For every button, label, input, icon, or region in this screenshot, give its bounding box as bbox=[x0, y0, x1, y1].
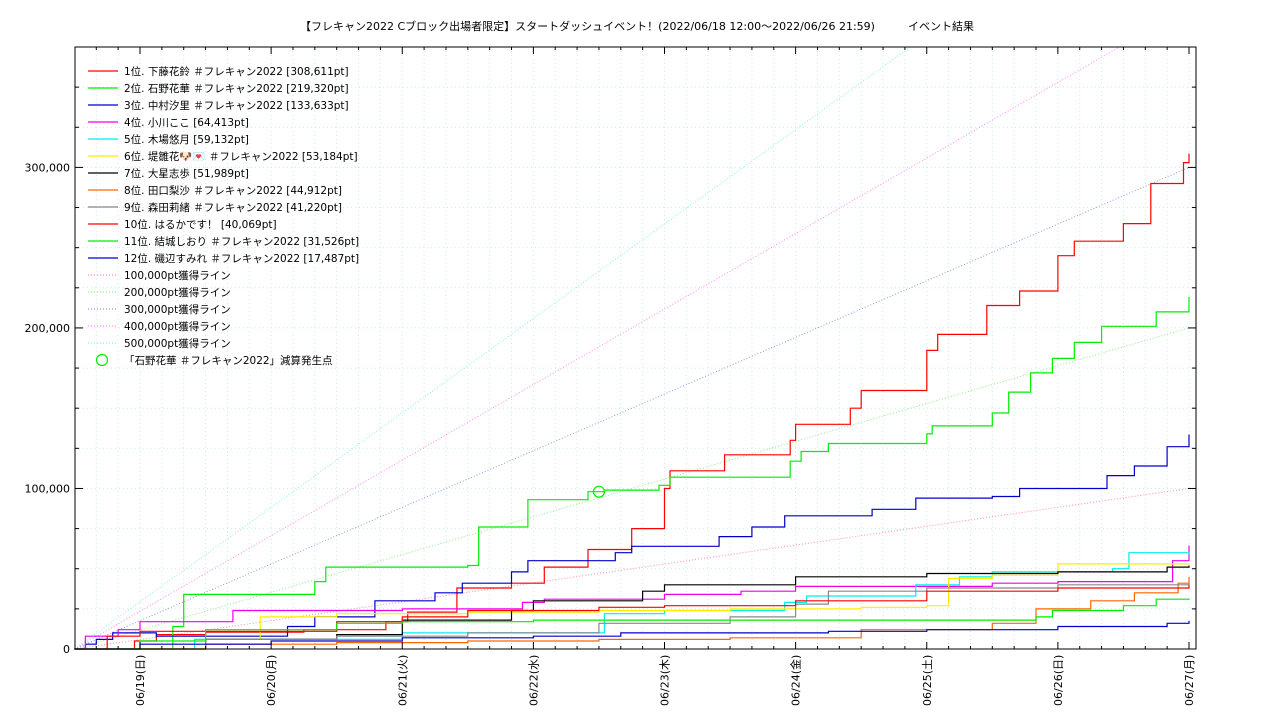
series-line bbox=[90, 153, 1190, 650]
guide-line bbox=[74, 166, 1190, 650]
legend-label: 6位. 堤雛花🐶💌 ＃フレキャン2022 [53,184pt] bbox=[124, 150, 358, 163]
series-lines bbox=[74, 153, 1190, 650]
legend-label: 2位. 石野花華 ＃フレキャン2022 [219,320pt] bbox=[124, 82, 349, 95]
x-axis: 06/19(日) 06/20(月) 06/21(火) 06/22(水) 06/23(木)… bbox=[95, 47, 1196, 706]
legend-marker bbox=[95, 353, 109, 367]
legend-label: 500,000pt獲得ライン bbox=[124, 337, 231, 350]
x-tick-label: 06/25(土) bbox=[921, 655, 934, 706]
y-tick-label: 300,000 bbox=[25, 161, 71, 174]
legend-label: 100,000pt獲得ライン bbox=[124, 269, 231, 282]
guide-lines bbox=[74, 46, 1190, 650]
series-line bbox=[74, 565, 1190, 650]
marker-point bbox=[592, 485, 606, 498]
x-tick-label: 06/24(金) bbox=[789, 655, 803, 706]
series-line bbox=[74, 582, 1190, 650]
plot-frame bbox=[74, 46, 1197, 650]
series-line bbox=[74, 598, 1190, 650]
legend-label: 4位. 小川ここ [64,413pt] bbox=[124, 116, 249, 129]
legend-label: 1位. 下藤花鈴 ＃フレキャン2022 [308,611pt] bbox=[124, 65, 349, 78]
series-line bbox=[74, 584, 1190, 650]
series-line bbox=[74, 563, 1190, 650]
legend-label: 10位. はるかです！ [40,069pt] bbox=[124, 218, 277, 231]
x-tick-label: 06/26(日) bbox=[1052, 655, 1065, 706]
legend-label: 5位. 木場悠月 [59,132pt] bbox=[124, 133, 249, 146]
series-line bbox=[129, 296, 1190, 650]
markers bbox=[592, 485, 606, 498]
legend-label: 200,000pt獲得ライン bbox=[124, 286, 231, 299]
x-tick-label: 06/19(日) bbox=[134, 655, 147, 706]
legend-label: 「石野花華 ＃フレキャン2022」減算発生点 bbox=[124, 354, 333, 367]
x-tick-label: 06/21(火) bbox=[396, 655, 409, 706]
legend-label: 11位. 結城しおり ＃フレキャン2022 [31,526pt] bbox=[124, 235, 359, 248]
y-axis: 0 100,000 200,000 300,000 bbox=[25, 46, 1196, 656]
legend-label: 8位. 田口梨沙 ＃フレキャン2022 [44,912pt] bbox=[124, 184, 342, 197]
series-line bbox=[77, 434, 1190, 650]
legend-label: 9位. 森田莉緒 ＃フレキャン2022 [41,220pt] bbox=[124, 201, 342, 214]
x-tick-label: 06/27(月) bbox=[1183, 655, 1196, 706]
chart-title: 【フレキャン2022 Cブロック出場者限定】スタートダッシュイベント！(2022… bbox=[300, 19, 974, 33]
guide-line bbox=[74, 327, 1190, 650]
y-tick-label: 0 bbox=[63, 643, 70, 656]
x-tick-label: 06/23(木) bbox=[659, 655, 672, 706]
x-tick-label: 06/22(水) bbox=[527, 655, 540, 706]
guide-line bbox=[74, 46, 911, 650]
legend-label: 300,000pt獲得ライン bbox=[124, 303, 231, 316]
legend-label: 12位. 磯辺すみれ ＃フレキャン2022 [17,487pt] bbox=[124, 252, 359, 265]
legend-label: 7位. 大星志歩 [51,989pt] bbox=[124, 167, 249, 180]
y-tick-label: 100,000 bbox=[25, 482, 71, 495]
legend: 1位. 下藤花鈴 ＃フレキャン2022 [308,611pt] 2位. 石野花華 … bbox=[88, 65, 359, 367]
grid bbox=[75, 47, 1196, 649]
series-line bbox=[74, 576, 1190, 650]
y-tick-label: 200,000 bbox=[25, 322, 71, 335]
legend-label: 3位. 中村汐里 ＃フレキャン2022 [133,633pt] bbox=[124, 99, 349, 112]
x-tick-label: 06/20(月) bbox=[265, 655, 278, 706]
legend-label: 400,000pt獲得ライン bbox=[124, 320, 231, 333]
series-line bbox=[74, 545, 1190, 650]
